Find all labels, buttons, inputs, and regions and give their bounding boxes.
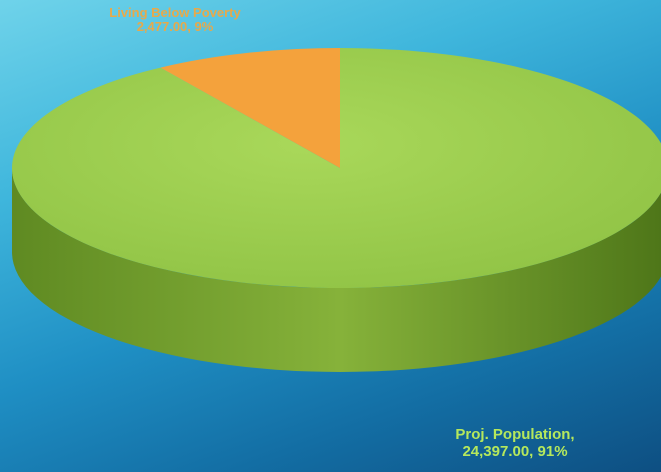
pie-group	[12, 48, 661, 372]
population-label-name: Proj. Population,	[455, 426, 575, 443]
poverty-label-value: 2,477.00, 9%	[136, 19, 214, 35]
population-data-label: Proj. Population, 24,397.00, 91%	[420, 426, 610, 460]
pie-side-rim	[12, 168, 661, 372]
poverty-data-label: Living Below Poverty 2,477.00, 9%	[60, 5, 290, 35]
population-label-value: 24,397.00, 91%	[462, 442, 568, 460]
pie-slice-proj-population	[12, 48, 661, 288]
pie-slice-living-below-poverty	[160, 48, 340, 168]
poverty-label-name: Living Below Poverty	[109, 5, 241, 20]
